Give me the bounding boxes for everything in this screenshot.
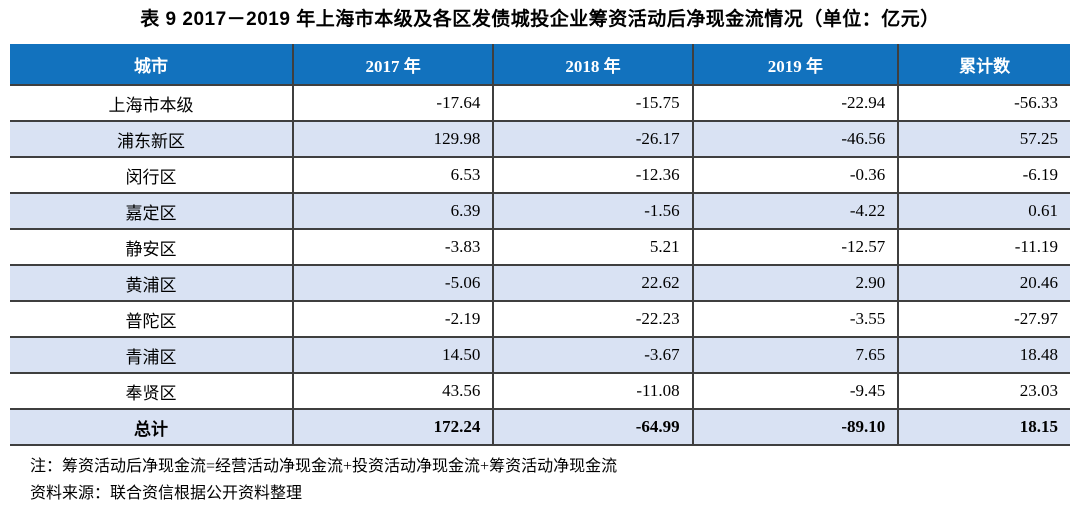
cell-value: 43.56	[293, 373, 495, 410]
header-row: 城市 2017 年 2018 年 2019 年累计数	[10, 44, 1070, 86]
cell-value: -12.36	[493, 157, 694, 194]
cell-value: -15.75	[493, 85, 694, 122]
table-row: 浦东新区 129.98 -26.17 -46.56 57.25	[10, 121, 1070, 158]
table-notes: 注：筹资活动后净现金流=经营活动净现金流+投资活动净现金流+筹资活动净现金流 资…	[30, 453, 1080, 507]
note-formula: 注：筹资活动后净现金流=经营活动净现金流+投资活动净现金流+筹资活动净现金流	[30, 458, 618, 475]
table-row: 嘉定区 6.39 -1.56 -4.22 0.61	[10, 193, 1070, 230]
cell-value: 129.98	[293, 121, 495, 158]
cell-value: 22.62	[493, 265, 694, 302]
cell-value: 14.50	[293, 337, 495, 374]
cell-value: -11.08	[493, 373, 694, 410]
cell-city: 静安区	[10, 229, 295, 266]
cell-value: 5.21	[493, 229, 694, 266]
total-row: 总计 172.24 -64.99 -89.10 18.15	[10, 409, 1070, 446]
cell-value: -26.17	[493, 121, 694, 158]
table-row: 普陀区 -2.19 -22.23 -3.55 -27.97	[10, 301, 1070, 338]
cell-city: 总计	[10, 409, 295, 446]
cell-value: -64.99	[493, 409, 694, 446]
cell-city: 上海市本级	[10, 85, 295, 122]
cell-city: 奉贤区	[10, 373, 295, 410]
cell-value: -3.83	[293, 229, 495, 266]
cell-value: -22.94	[692, 85, 900, 122]
table-row: 奉贤区 43.56 -11.08 -9.45 23.03	[10, 373, 1070, 410]
cell-value: 20.46	[898, 265, 1070, 302]
cell-value: -46.56	[692, 121, 900, 158]
table-row: 黄浦区 -5.06 22.62 2.90 20.46	[10, 265, 1070, 302]
table-row: 青浦区 14.50 -3.67 7.65 18.48	[10, 337, 1070, 374]
cell-value: -1.56	[493, 193, 694, 230]
cell-value: 23.03	[898, 373, 1070, 410]
cell-city: 普陀区	[10, 301, 295, 338]
cell-city: 黄浦区	[10, 265, 295, 302]
table-row: 上海市本级 -17.64 -15.75 -22.94 -56.33	[10, 85, 1070, 122]
cell-value: 172.24	[293, 409, 495, 446]
table-body: 上海市本级 -17.64 -15.75 -22.94 -56.33 浦东新区 129.98-…	[10, 85, 1070, 446]
cell-value: -89.10	[692, 409, 900, 446]
cell-value: 6.53	[293, 157, 495, 194]
cell-value: -27.97	[898, 301, 1070, 338]
cell-city: 嘉定区	[10, 193, 295, 230]
cell-city: 青浦区	[10, 337, 295, 374]
cell-value: 7.65	[692, 337, 900, 374]
cell-value: -2.19	[293, 301, 495, 338]
column-header: 2019 年	[692, 44, 900, 86]
column-header: 累计数	[898, 44, 1070, 86]
page-title: 表 9 2017－2019 年上海市本级及各区发债城投企业筹资活动后净现金流情况…	[140, 9, 940, 30]
column-header: 2017 年	[293, 44, 495, 86]
cell-value: -11.19	[898, 229, 1070, 266]
cell-value: -9.45	[692, 373, 900, 410]
cell-city: 闵行区	[10, 157, 295, 194]
cell-city: 浦东新区	[10, 121, 295, 158]
cell-value: -3.55	[692, 301, 900, 338]
cell-value: 2.90	[692, 265, 900, 302]
cell-value: 0.61	[898, 193, 1070, 230]
note-source: 资料来源：联合资信根据公开资料整理	[30, 485, 303, 503]
cell-value: -17.64	[293, 85, 495, 122]
cell-value: -6.19	[898, 157, 1070, 194]
cell-value: -56.33	[898, 85, 1070, 122]
cell-value: -12.57	[692, 229, 900, 266]
column-header: 城市	[10, 44, 295, 86]
table-row: 闵行区 6.53 -12.36 -0.36 -6.19	[10, 157, 1070, 194]
cell-value: -4.22	[692, 193, 900, 230]
table-header: 城市 2017 年 2018 年 2019 年累计数	[10, 44, 1070, 86]
table-row: 静安区 -3.83 5.21 -12.57 -11.19	[10, 229, 1070, 266]
cell-value: -0.36	[692, 157, 900, 194]
cell-value: 18.15	[898, 409, 1070, 446]
cell-value: -3.67	[493, 337, 694, 374]
financing-cashflow-table: 城市 2017 年 2018 年 2019 年累计数 上海市本级 -17.64 -15.7…	[10, 44, 1070, 446]
cell-value: -5.06	[293, 265, 495, 302]
column-header: 2018 年	[493, 44, 694, 86]
cell-value: 57.25	[898, 121, 1070, 158]
cell-value: 18.48	[898, 337, 1070, 374]
cell-value: -22.23	[493, 301, 694, 338]
cell-value: 6.39	[293, 193, 495, 230]
